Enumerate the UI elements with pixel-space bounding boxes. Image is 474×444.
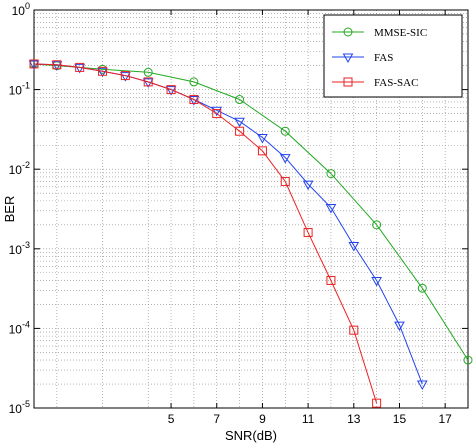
x-tick-labels: 5 7 9 11 13 15 17 (168, 412, 452, 426)
data-point (280, 126, 290, 136)
legend-item: MMSE-SIC (332, 27, 427, 39)
data-point (166, 85, 176, 95)
data-point (75, 62, 85, 72)
data-point (235, 126, 245, 136)
x-tick-label: 11 (302, 412, 315, 426)
axis-ticks (34, 9, 468, 409)
legend-item: FAS (332, 52, 393, 64)
data-point (189, 77, 199, 87)
y-axis-label: BER (2, 196, 17, 223)
x-tick-label: 17 (438, 412, 452, 426)
data-point (280, 177, 290, 187)
y-tick-label: 10-2 (9, 160, 30, 177)
y-tick-label: 10-3 (9, 240, 30, 257)
data-point (257, 134, 268, 144)
data-point (143, 77, 153, 87)
data-point (28, 60, 40, 70)
y-tick-labels: 100 10-1 10-2 10-3 10-4 10-5 (9, 1, 30, 416)
legend-label: FAS (374, 52, 393, 64)
data-point (302, 180, 314, 191)
data-point (325, 204, 337, 214)
data-point (51, 61, 63, 71)
x-tick-label: 7 (213, 412, 220, 426)
legend-marker (343, 77, 353, 87)
data-point (372, 220, 382, 230)
x-tick-label: 15 (393, 412, 407, 426)
data-point (189, 95, 199, 105)
data-point (74, 63, 86, 74)
data-point (372, 398, 382, 408)
data-point (417, 283, 427, 293)
data-point (349, 325, 359, 335)
data-point (463, 355, 473, 365)
data-point (212, 109, 222, 119)
series-line (33, 63, 469, 361)
x-tick-label: 13 (347, 412, 361, 426)
data-point (97, 67, 108, 78)
legend: MMSE-SIC FAS FAS-SAC (323, 14, 463, 98)
y-tick-label: 10-5 (9, 399, 30, 416)
data-point (52, 60, 62, 70)
data-point (326, 275, 336, 285)
series-line (33, 63, 378, 404)
legend-label: FAS-SAC (374, 77, 418, 89)
data-point (394, 321, 405, 332)
data-point (235, 95, 245, 105)
data-point (234, 117, 245, 128)
data-point (257, 146, 267, 156)
data-point (416, 380, 428, 391)
data-point (120, 71, 130, 81)
x-tick-label: 5 (168, 412, 175, 426)
x-tick-label: 9 (259, 412, 266, 426)
data-point (371, 276, 382, 287)
y-tick-label: 100 (12, 1, 30, 18)
legend-label: MMSE-SIC (374, 27, 427, 39)
data-point (211, 106, 223, 117)
legend-item: FAS-SAC (332, 77, 418, 89)
data-point (98, 66, 108, 76)
data-point (143, 67, 153, 77)
series-layer (28, 59, 473, 408)
legend-marker (343, 27, 353, 37)
legend-marker (342, 53, 354, 64)
data-point (303, 228, 313, 238)
data-point (348, 242, 360, 252)
series-fas-sac (29, 59, 382, 408)
data-point (326, 169, 336, 179)
data-point (279, 154, 291, 164)
y-tick-label: 10-4 (9, 319, 30, 336)
data-point (29, 59, 39, 69)
plot-frame (33, 9, 469, 409)
y-tick-label: 10-1 (9, 81, 30, 98)
x-axis-label: SNR(dB) (225, 428, 277, 443)
legend-box (323, 14, 463, 98)
